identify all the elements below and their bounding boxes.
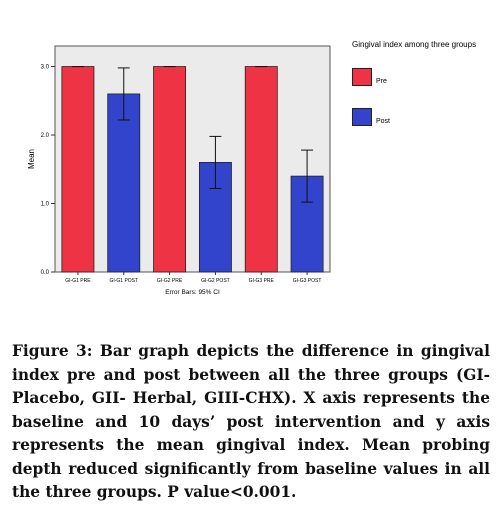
x-tick-label: GI-G2 POST <box>201 278 230 284</box>
legend-item-post: Post <box>352 108 462 130</box>
y-tick-label: 2.0 <box>41 133 50 139</box>
legend-title: Gingival index among three groups <box>352 40 477 49</box>
bar-2 <box>107 93 141 273</box>
legend-swatch-post <box>352 108 372 126</box>
legend-swatch-pre <box>352 68 372 86</box>
bar-3 <box>153 66 187 273</box>
x-tick-label: GI-G1 POST <box>109 278 138 284</box>
legend-label-post: Post <box>376 118 391 125</box>
bar-chart-plot: 0.0 1.0 2.0 3.0 Mean GI-G1 PRE GI-G1 POST GI-G2… <box>27 45 331 296</box>
y-axis-label: Mean <box>27 149 36 169</box>
bar-1 <box>61 66 95 273</box>
y-tick-label: 0.0 <box>41 270 50 276</box>
chart: 0.0 1.0 2.0 3.0 Mean GI-G1 PRE GI-G1 POST GI-G2… <box>27 40 477 296</box>
y-tick-label: 3.0 <box>41 65 50 71</box>
y-tick-label: 1.0 <box>41 202 50 208</box>
x-tick-label: GI-G2 PRE <box>157 278 183 284</box>
legend-label-pre: Pre <box>376 78 387 85</box>
legend-item-pre: Pre <box>352 68 462 90</box>
bar-5 <box>244 66 278 273</box>
x-axis-label: Error Bars: 95% CI <box>165 289 220 296</box>
figure-caption: Figure 3: Bar graph depicts the differen… <box>12 342 490 501</box>
x-tick-label: GI-G1 PRE <box>65 278 91 284</box>
x-tick-label: GI-G3 POST <box>293 278 322 284</box>
x-tick-label: GI-G3 PRE <box>249 278 275 284</box>
plot-area <box>54 45 331 273</box>
